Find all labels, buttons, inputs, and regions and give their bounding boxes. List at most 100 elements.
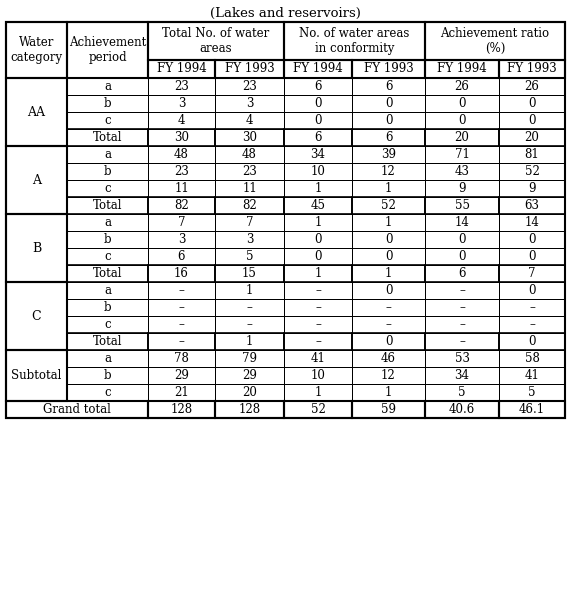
- Bar: [352, 299, 425, 316]
- Text: –: –: [459, 335, 465, 348]
- Text: 0: 0: [385, 335, 392, 348]
- Text: c: c: [104, 386, 111, 399]
- Text: b: b: [104, 369, 111, 382]
- Bar: [67, 129, 148, 146]
- Text: 53: 53: [455, 352, 469, 365]
- Text: 0: 0: [459, 250, 466, 263]
- Bar: [425, 112, 499, 129]
- Text: 48: 48: [174, 148, 189, 161]
- Bar: [148, 282, 215, 299]
- Bar: [425, 197, 499, 214]
- Bar: [6, 282, 67, 350]
- Text: –: –: [179, 335, 184, 348]
- Text: 0: 0: [459, 97, 466, 110]
- Bar: [6, 401, 148, 418]
- Text: 6: 6: [385, 80, 392, 93]
- Bar: [425, 78, 499, 95]
- Bar: [284, 129, 352, 146]
- Bar: [425, 401, 499, 418]
- Text: a: a: [104, 284, 111, 297]
- Text: 23: 23: [174, 165, 189, 178]
- Text: 4: 4: [178, 114, 185, 127]
- Text: 7: 7: [528, 267, 536, 280]
- Text: C: C: [31, 309, 41, 322]
- Text: 46: 46: [381, 352, 396, 365]
- Text: –: –: [315, 335, 321, 348]
- Bar: [148, 22, 284, 60]
- Bar: [6, 214, 67, 282]
- Bar: [284, 265, 352, 282]
- Bar: [148, 231, 215, 248]
- Text: a: a: [104, 352, 111, 365]
- Text: 40.6: 40.6: [449, 403, 475, 416]
- Text: Total: Total: [93, 131, 122, 144]
- Bar: [148, 78, 215, 95]
- Bar: [499, 146, 565, 163]
- Bar: [6, 350, 67, 401]
- Bar: [67, 112, 148, 129]
- Text: 14: 14: [455, 216, 469, 229]
- Bar: [215, 78, 284, 95]
- Text: 128: 128: [170, 403, 192, 416]
- Bar: [67, 248, 148, 265]
- Bar: [499, 384, 565, 401]
- Text: 0: 0: [314, 97, 321, 110]
- Text: 63: 63: [525, 199, 540, 212]
- Bar: [499, 367, 565, 384]
- Text: 128: 128: [239, 403, 260, 416]
- Bar: [284, 333, 352, 350]
- Text: b: b: [104, 301, 111, 314]
- Bar: [6, 22, 565, 418]
- Text: 15: 15: [242, 267, 257, 280]
- Bar: [499, 214, 565, 231]
- Text: 1: 1: [385, 267, 392, 280]
- Text: 3: 3: [178, 233, 185, 246]
- Bar: [215, 197, 284, 214]
- Text: 82: 82: [242, 199, 257, 212]
- Text: 1: 1: [385, 182, 392, 195]
- Text: Achievement
period: Achievement period: [69, 36, 146, 64]
- Text: 26: 26: [525, 80, 540, 93]
- Text: Total No. of water
areas: Total No. of water areas: [162, 27, 270, 55]
- Text: 0: 0: [385, 233, 392, 246]
- Bar: [425, 367, 499, 384]
- Bar: [215, 299, 284, 316]
- Text: 6: 6: [178, 250, 185, 263]
- Bar: [148, 299, 215, 316]
- Bar: [67, 214, 148, 231]
- Bar: [215, 384, 284, 401]
- Text: –: –: [315, 301, 321, 314]
- Text: 46.1: 46.1: [519, 403, 545, 416]
- Bar: [284, 367, 352, 384]
- Text: 23: 23: [242, 80, 257, 93]
- Text: 23: 23: [242, 165, 257, 178]
- Bar: [148, 95, 215, 112]
- Text: FY 1993: FY 1993: [507, 63, 557, 75]
- Text: 0: 0: [385, 97, 392, 110]
- Text: –: –: [179, 318, 184, 331]
- Bar: [148, 214, 215, 231]
- Bar: [284, 350, 352, 367]
- Text: 52: 52: [311, 403, 325, 416]
- Bar: [425, 282, 499, 299]
- Text: 12: 12: [381, 369, 396, 382]
- Bar: [67, 180, 148, 197]
- Text: 16: 16: [174, 267, 189, 280]
- Text: 1: 1: [246, 284, 253, 297]
- Text: 21: 21: [174, 386, 189, 399]
- Text: Grand total: Grand total: [43, 403, 111, 416]
- Bar: [425, 316, 499, 333]
- Text: 0: 0: [528, 114, 536, 127]
- Text: 58: 58: [525, 352, 540, 365]
- Text: 6: 6: [314, 131, 321, 144]
- Bar: [67, 22, 148, 78]
- Text: –: –: [459, 284, 465, 297]
- Text: 0: 0: [385, 284, 392, 297]
- Bar: [148, 401, 215, 418]
- Bar: [148, 367, 215, 384]
- Bar: [284, 163, 352, 180]
- Bar: [284, 248, 352, 265]
- Bar: [284, 316, 352, 333]
- Bar: [352, 282, 425, 299]
- Bar: [215, 214, 284, 231]
